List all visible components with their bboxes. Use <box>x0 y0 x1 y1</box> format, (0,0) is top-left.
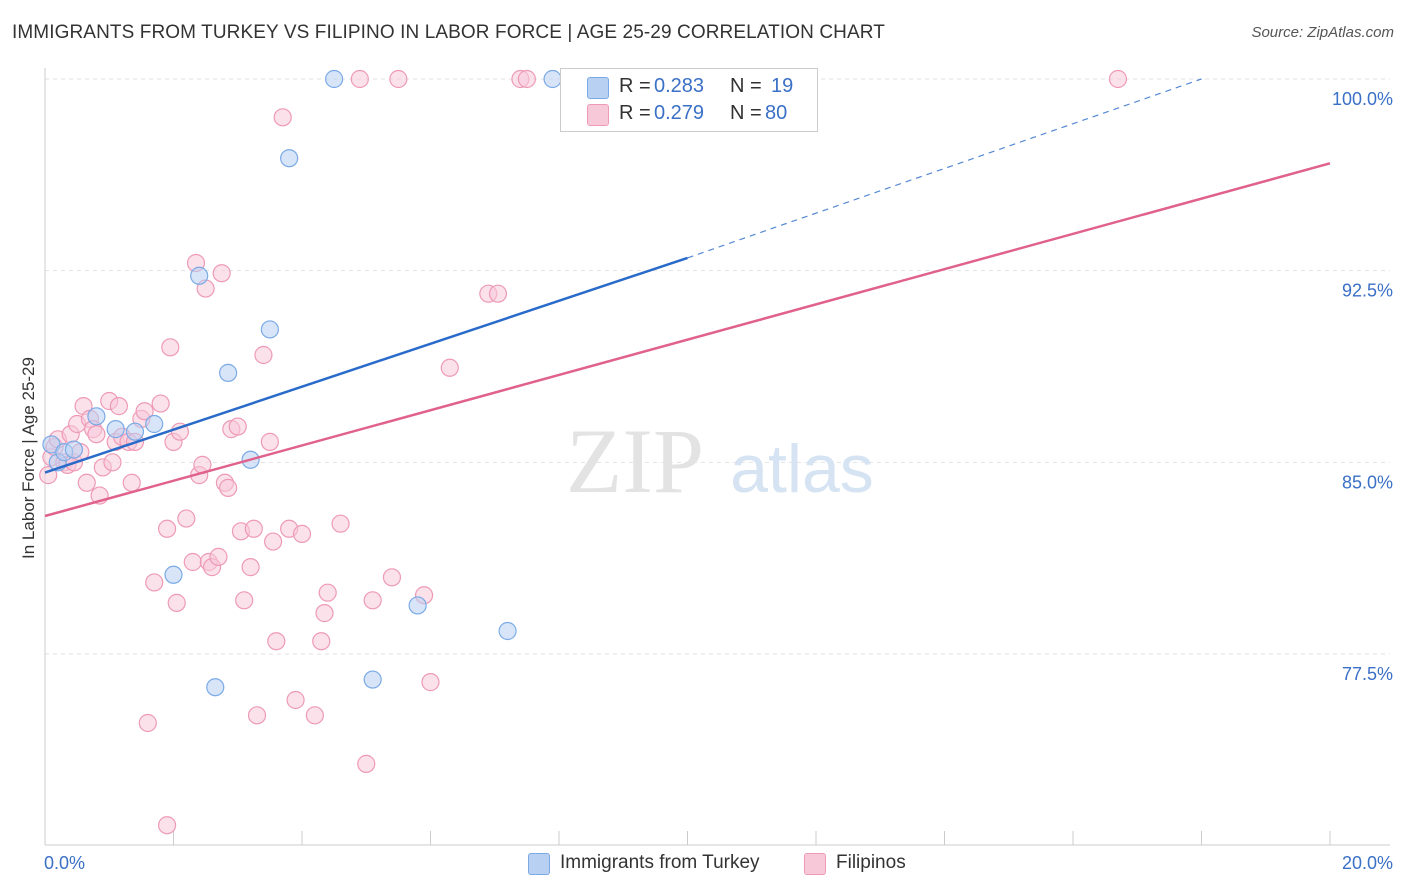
filipino-point <box>183 552 202 572</box>
turkey-point <box>363 670 382 689</box>
filipino-point <box>228 417 247 436</box>
y-axis-label: In Labor Force | Age 25-29 <box>19 357 38 559</box>
turkey-point <box>325 69 344 89</box>
turkey-point <box>190 266 209 285</box>
filipino-point <box>145 573 164 592</box>
filipino-point <box>135 402 154 421</box>
filipinos-legend-swatch <box>804 853 826 875</box>
turkey-point <box>145 414 164 434</box>
filipino-point <box>517 69 536 89</box>
legend-n-value-filipinos: 80 <box>765 102 788 124</box>
filipino-point <box>247 706 267 725</box>
filipino-point <box>161 338 180 357</box>
turkey-point <box>106 420 125 439</box>
filipino-point <box>286 690 305 710</box>
filipino-point <box>219 478 238 497</box>
legend-n-value-turkey: 19 <box>771 75 794 97</box>
correlation-legend: R = 0.283 N = 19 R = 0.279 N = 80 <box>560 68 818 132</box>
turkey-point <box>164 565 183 584</box>
filipino-point <box>177 509 196 528</box>
filipino-point <box>382 568 402 587</box>
legend-n-label: N = <box>730 102 762 124</box>
watermark-zip: ZIP <box>566 410 704 512</box>
filipino-point <box>77 473 96 492</box>
turkey-legend-label: Immigrants from Turkey <box>560 852 760 873</box>
watermark-atlas: atlas <box>730 431 874 507</box>
filipino-point <box>87 425 106 444</box>
filipino-point <box>167 593 186 612</box>
legend-n-label: N = <box>730 75 762 97</box>
filipino-point <box>1108 69 1128 89</box>
filipino-point <box>212 264 231 283</box>
filipino-point <box>151 394 170 413</box>
filipino-point <box>260 432 279 451</box>
gridlines <box>45 78 1390 655</box>
filipino-point <box>138 713 157 733</box>
filipino-point <box>157 519 177 538</box>
turkey-point <box>280 149 299 168</box>
turkey-legend-swatch <box>528 853 550 875</box>
data-points <box>39 69 1128 835</box>
chart-title: IMMIGRANTS FROM TURKEY VS FILIPINO IN LA… <box>12 22 885 43</box>
filipino-point <box>440 358 459 377</box>
filipino-point <box>103 453 122 472</box>
x-tick-label-min: 0.0% <box>44 853 85 873</box>
filipino-point <box>244 519 263 538</box>
filipinos-swatch <box>587 104 609 126</box>
legend-r-value-turkey: 0.283 <box>654 75 705 97</box>
legend-r-label: R = <box>619 102 651 124</box>
filipino-point <box>122 473 141 492</box>
filipino-point <box>157 816 177 835</box>
filipino-point <box>109 397 128 416</box>
filipinos-legend-label: Filipinos <box>836 852 906 873</box>
filipino-point <box>209 547 228 566</box>
legend-r-value-filipinos: 0.279 <box>654 102 705 124</box>
source-credit: Source: ZipAtlas.com <box>1251 24 1394 41</box>
y-tick-label: 92.5% <box>1342 281 1393 301</box>
legend-r-label: R = <box>619 75 651 97</box>
turkey-trend-extension <box>687 78 1202 259</box>
trend-lines <box>44 78 1331 518</box>
turkey-point <box>206 678 225 697</box>
filipino-point <box>357 754 376 773</box>
tick-labels: 77.5% 85.0% 92.5% 100.0% 0.0% 20.0% <box>44 89 1393 873</box>
turkey-point <box>498 621 517 641</box>
filipino-point <box>421 673 440 692</box>
filipino-point <box>241 558 260 577</box>
turkey-trend-line <box>44 256 688 474</box>
filipino-point <box>292 524 312 543</box>
turkey-point <box>87 407 106 426</box>
filipino-point <box>170 422 190 441</box>
filipino-point <box>254 345 273 365</box>
filipino-point <box>488 284 508 303</box>
turkey-point <box>408 596 427 615</box>
x-tick-label-max: 20.0% <box>1342 853 1393 873</box>
filipino-point <box>315 604 334 623</box>
y-tick-label: 85.0% <box>1342 472 1393 492</box>
turkey-point <box>219 363 238 382</box>
filipino-point <box>267 632 286 651</box>
filipino-point <box>305 706 324 725</box>
filipino-point <box>263 532 283 551</box>
turkey-point <box>125 422 145 441</box>
turkey-point <box>543 69 562 89</box>
turkey-swatch <box>587 77 609 99</box>
filipino-point <box>389 69 408 89</box>
turkey-point <box>260 320 279 339</box>
filipino-point <box>235 591 254 610</box>
y-tick-label: 100.0% <box>1332 89 1393 109</box>
filipino-point <box>312 632 331 651</box>
filipino-point <box>273 108 292 127</box>
filipino-point <box>363 591 382 610</box>
filipino-point <box>331 514 350 533</box>
filipino-point <box>350 69 369 89</box>
filipino-trend-line <box>44 162 1331 518</box>
filipino-point <box>318 583 337 602</box>
turkey-point <box>64 440 84 459</box>
y-tick-label: 77.5% <box>1342 664 1393 684</box>
